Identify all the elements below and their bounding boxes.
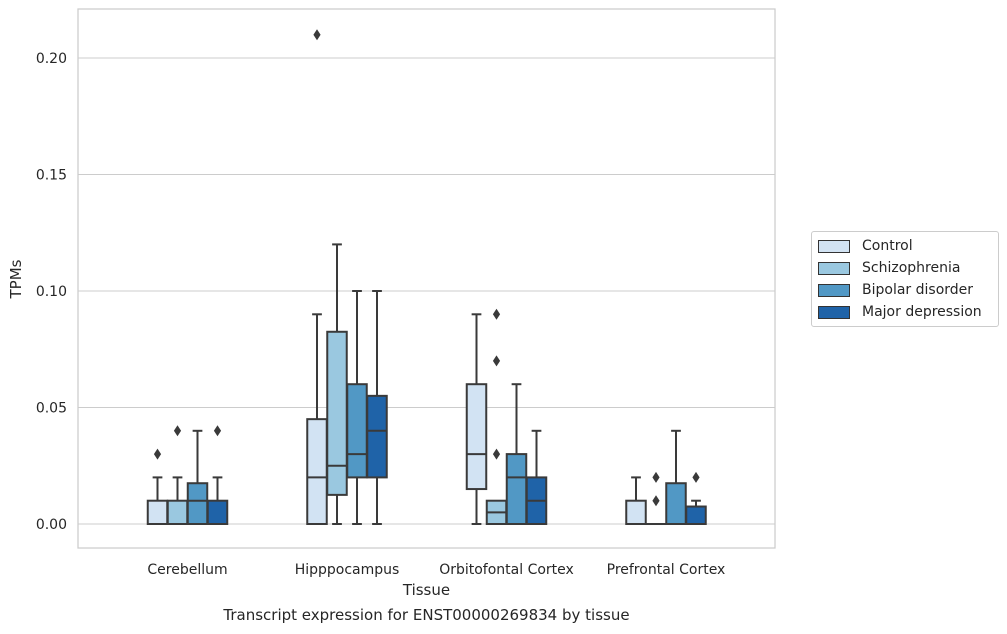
box-bipolar-disorder <box>505 383 528 526</box>
plot-area-frame <box>77 8 776 549</box>
outlier-marker <box>492 355 501 367</box>
legend-swatch <box>818 305 850 319</box>
legend-swatch <box>818 239 850 253</box>
boxes <box>146 29 707 526</box>
x-tick-label: Prefrontal Cortex <box>607 562 726 578</box>
legend-item: Major depression <box>818 302 982 322</box>
box-body <box>346 383 368 479</box>
box-major-depression <box>525 429 548 525</box>
box-control <box>306 29 328 525</box>
outlier-marker <box>153 448 162 460</box>
y-gridlines <box>78 57 775 525</box>
y-tick-label: 0.20 <box>36 51 67 67</box>
box-control <box>625 476 647 526</box>
box-body <box>186 482 209 526</box>
y-tick-label: 0.10 <box>36 284 67 300</box>
box-schizophrenia <box>485 308 508 526</box>
x-tick-labels: Cerebellum Hipppocampus Orbitofontal Corte… <box>147 562 725 578</box>
box-bipolar-disorder <box>346 290 368 525</box>
outlier-marker <box>313 29 321 41</box>
box-schizophrenia <box>645 471 667 526</box>
x-tick-label: Cerebellum <box>147 562 227 578</box>
y-tick-label: 0.15 <box>36 168 67 184</box>
legend-label: Schizophrenia <box>862 260 961 276</box>
box-bipolar-disorder <box>665 429 687 526</box>
legend-swatch <box>818 283 850 297</box>
legend-label: Major depression <box>862 304 982 320</box>
box-body <box>326 330 348 496</box>
box-body <box>685 505 707 525</box>
x-axis-label: Tissue <box>402 581 450 599</box>
box-body <box>625 499 647 526</box>
y-tick-label: 0.00 <box>36 517 67 533</box>
box-body <box>306 418 328 525</box>
box-major-depression <box>685 471 707 525</box>
y-axis-label: TPMs <box>7 259 25 299</box>
box-body <box>665 482 687 526</box>
box-major-depression <box>366 290 388 525</box>
legend-item: Bipolar disorder <box>818 280 973 300</box>
y-tick-labels: 0.00 0.05 0.10 0.15 0.20 <box>36 51 67 533</box>
box-schizophrenia <box>166 425 189 526</box>
legend-item: Control <box>818 236 913 256</box>
box-body <box>505 453 528 526</box>
chart-caption: Transcript expression for ENST0000026983… <box>223 606 630 624</box>
box-bipolar-disorder <box>186 429 209 526</box>
box-body <box>166 499 189 526</box>
box-schizophrenia <box>326 243 348 525</box>
box-major-depression <box>206 425 229 526</box>
box-plot-chart: 0.00 0.05 0.10 0.15 0.20 Cerebellum Hipppocam… <box>7 8 776 599</box>
legend-swatch <box>818 261 850 275</box>
outlier-marker <box>173 425 182 437</box>
legend-item: Schizophrenia <box>818 258 960 278</box>
outlier-marker <box>692 471 700 483</box>
outlier-marker <box>652 471 660 483</box>
legend: Control Schizophrenia Bipolar disorder M… <box>811 231 999 327</box>
x-tick-label: Hipppocampus <box>295 562 400 578</box>
box-control <box>146 448 169 526</box>
outlier-marker <box>652 495 660 507</box>
outlier-marker <box>492 448 501 460</box>
x-tick-label: Orbitofontal Cortex <box>439 562 574 578</box>
box-control <box>465 313 488 525</box>
outlier-marker <box>213 425 222 437</box>
y-tick-label: 0.05 <box>36 401 67 417</box>
outlier-marker <box>492 308 501 320</box>
box-body <box>366 394 388 479</box>
box-body <box>146 499 169 526</box>
box-body <box>465 383 488 491</box>
legend-label: Bipolar disorder <box>862 282 974 298</box>
legend-label: Control <box>862 238 913 254</box>
box-body <box>206 499 229 526</box>
